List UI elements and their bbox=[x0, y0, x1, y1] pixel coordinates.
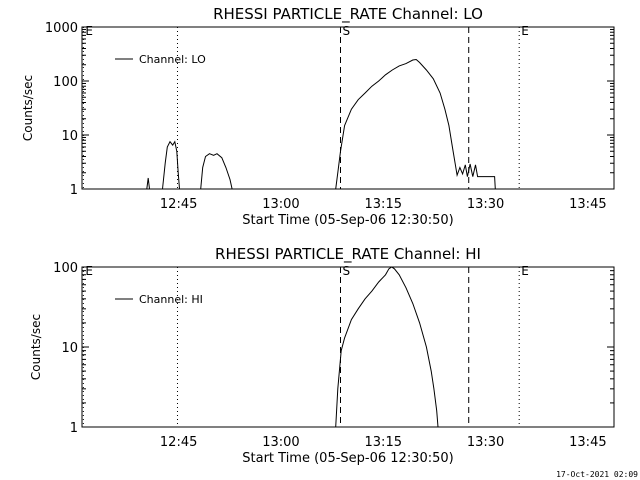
panel-2-x-tick-label: 12:45 bbox=[160, 435, 197, 450]
panel-2-event-marker-label: E bbox=[521, 264, 529, 278]
panel-1-plot-frame bbox=[81, 26, 615, 190]
panel-1-x-tick-label: 13:15 bbox=[365, 197, 402, 212]
panel-2-x-axis-label: Start Time (05-Sep-06 12:30:50) bbox=[242, 451, 453, 466]
panel-1-y-tick-label: 10 bbox=[61, 129, 78, 144]
panel-1-series-line bbox=[162, 140, 180, 190]
panel-2-y-axis-label: Counts/sec bbox=[29, 314, 43, 380]
panel-1-x-axis-label: Start Time (05-Sep-06 12:30:50) bbox=[242, 213, 453, 228]
panel-1-event-marker-label: E bbox=[85, 24, 93, 38]
panel-1-y-tick-label: 100 bbox=[53, 75, 78, 90]
panel-2-x-tick-label: 13:15 bbox=[365, 435, 402, 450]
panel-2-y-tick-label: 100 bbox=[53, 261, 78, 276]
panel-2-y-tick-label: 10 bbox=[61, 341, 78, 356]
panel-1-x-tick-label: 13:45 bbox=[569, 197, 606, 212]
panel-1-y-tick-label: 1000 bbox=[45, 21, 78, 36]
panel-2-legend-label: Channel: HI bbox=[139, 293, 203, 306]
panel-1-y-tick-label: 1 bbox=[70, 183, 78, 198]
panel-1-series-line bbox=[146, 177, 150, 190]
panel-2-series-line bbox=[335, 266, 439, 428]
panel-1-event-marker-label: E bbox=[521, 24, 529, 38]
panel-2-x-tick-label: 13:30 bbox=[467, 435, 504, 450]
generation-timestamp: 17-Oct-2021 02:09 bbox=[556, 470, 638, 479]
panel-2-chart-title: RHESSI PARTICLE_RATE Channel: HI bbox=[215, 245, 481, 264]
panel-1-x-tick-label: 13:30 bbox=[467, 197, 504, 212]
panel-1-series-line bbox=[200, 153, 233, 190]
panel-1-legend-label: Channel: LO bbox=[139, 53, 206, 66]
panel-1-x-tick-label: 12:45 bbox=[160, 197, 197, 212]
panel-1-series-line bbox=[335, 58, 496, 190]
panel-1-event-marker-label: S bbox=[342, 24, 350, 38]
panel-2-x-tick-label: 13:45 bbox=[569, 435, 606, 450]
panel-1-x-tick-label: 13:00 bbox=[262, 197, 299, 212]
panel-2-y-tick-label: 1 bbox=[70, 421, 78, 436]
panel-1-y-axis-label: Counts/sec bbox=[21, 75, 35, 141]
panel-2-event-marker-label: E bbox=[85, 264, 93, 278]
panel-2-event-marker-label: S bbox=[342, 264, 350, 278]
panel-2-x-tick-label: 13:00 bbox=[262, 435, 299, 450]
panel-1-chart-title: RHESSI PARTICLE_RATE Channel: LO bbox=[213, 5, 483, 24]
panel-2-plot-frame bbox=[81, 266, 615, 428]
